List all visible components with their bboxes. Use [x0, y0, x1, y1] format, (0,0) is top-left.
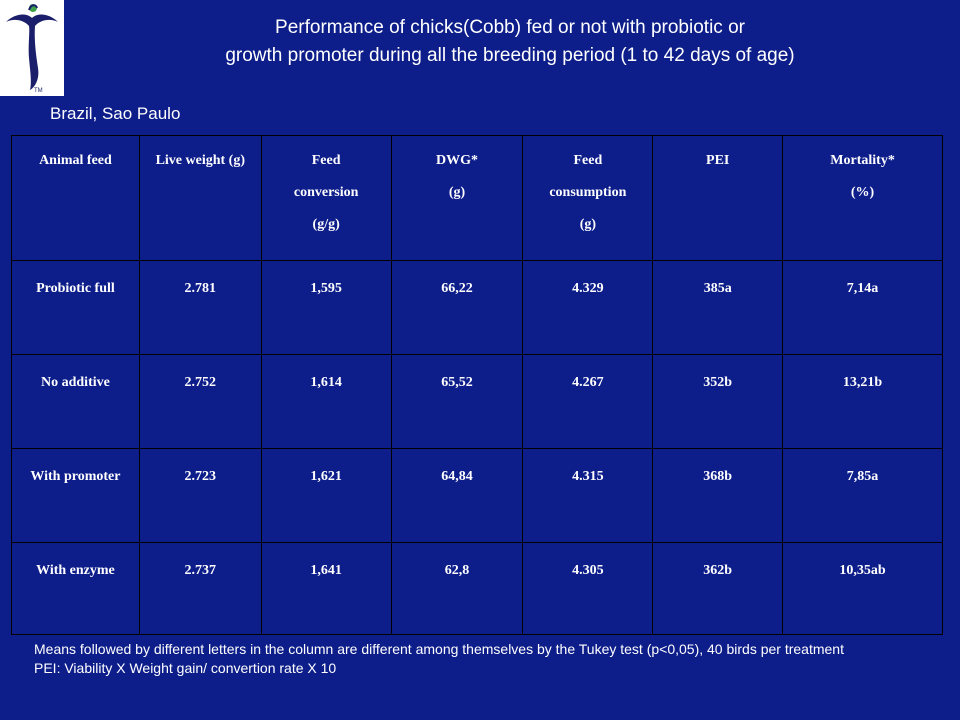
cell-feed-conversion: 1,595 — [260, 260, 392, 355]
table-row: With enzyme 2.737 1,641 62,8 4.305 362b … — [11, 542, 943, 635]
cell-animal-feed: With promoter — [11, 448, 140, 543]
location-label: Brazil, Sao Paulo — [50, 104, 181, 123]
cell-dwg: 65,52 — [390, 354, 524, 449]
logo-graphic: TM — [6, 4, 58, 94]
cell-mortality: 10,35ab — [782, 542, 943, 635]
footnote-pei-definition: PEI: Viability X Weight gain/ convertion… — [34, 660, 337, 676]
cell-pei: 362b — [652, 542, 784, 635]
cell-dwg: 64,84 — [390, 448, 524, 543]
title-line-1: Performance of chicks(Cobb) fed or not w… — [275, 17, 745, 38]
stylized-tree-logo: TM — [0, 0, 64, 96]
table-row: With promoter 2.723 1,621 64,84 4.315 36… — [11, 448, 943, 543]
table-row: No additive 2.752 1,614 65,52 4.267 352b… — [11, 354, 943, 449]
cell-live-weight: 2.723 — [138, 448, 262, 543]
slide-title: Performance of chicks(Cobb) fed or not w… — [120, 14, 900, 70]
header-live-weight: Live weight (g) — [138, 135, 262, 261]
cell-live-weight: 2.737 — [138, 542, 262, 635]
cell-pei: 368b — [652, 448, 784, 543]
cell-feed-consumption: 4.315 — [522, 448, 654, 543]
header-feed-conversion: Feed conversion (g/g) — [260, 135, 392, 261]
cell-mortality: 7,14a — [782, 260, 943, 355]
footnote-tukey: Means followed by different letters in t… — [34, 641, 844, 657]
cell-feed-conversion: 1,621 — [260, 448, 392, 543]
table-row: Probiotic full 2.781 1,595 66,22 4.329 3… — [11, 260, 943, 355]
table-header-row: Animal feed Live weight (g) Feed conversi… — [11, 135, 943, 261]
header-pei: PEI — [652, 135, 784, 261]
header-animal-feed: Animal feed — [11, 135, 140, 261]
cell-pei: 385a — [652, 260, 784, 355]
trademark-label: TM — [34, 88, 43, 94]
title-line-2: growth promoter during all the breeding … — [225, 45, 795, 66]
cell-live-weight: 2.752 — [138, 354, 262, 449]
cell-animal-feed: No additive — [11, 354, 140, 449]
cell-pei: 352b — [652, 354, 784, 449]
cell-feed-conversion: 1,614 — [260, 354, 392, 449]
cell-feed-consumption: 4.267 — [522, 354, 654, 449]
cell-mortality: 7,85a — [782, 448, 943, 543]
cell-animal-feed: Probiotic full — [11, 260, 140, 355]
header-feed-consumption: Feed consumption (g) — [522, 135, 654, 261]
cell-dwg: 66,22 — [390, 260, 524, 355]
cell-live-weight: 2.781 — [138, 260, 262, 355]
header-mortality: Mortality* (%) — [782, 135, 943, 261]
cell-animal-feed: With enzyme — [11, 542, 140, 635]
performance-table: Animal feed Live weight (g) Feed conversi… — [11, 135, 943, 635]
cell-feed-consumption: 4.305 — [522, 542, 654, 635]
header-dwg: DWG* (g) — [390, 135, 524, 261]
footnote: Means followed by different letters in t… — [34, 640, 912, 678]
cell-feed-conversion: 1,641 — [260, 542, 392, 635]
cell-dwg: 62,8 — [390, 542, 524, 635]
cell-feed-consumption: 4.329 — [522, 260, 654, 355]
cell-mortality: 13,21b — [782, 354, 943, 449]
